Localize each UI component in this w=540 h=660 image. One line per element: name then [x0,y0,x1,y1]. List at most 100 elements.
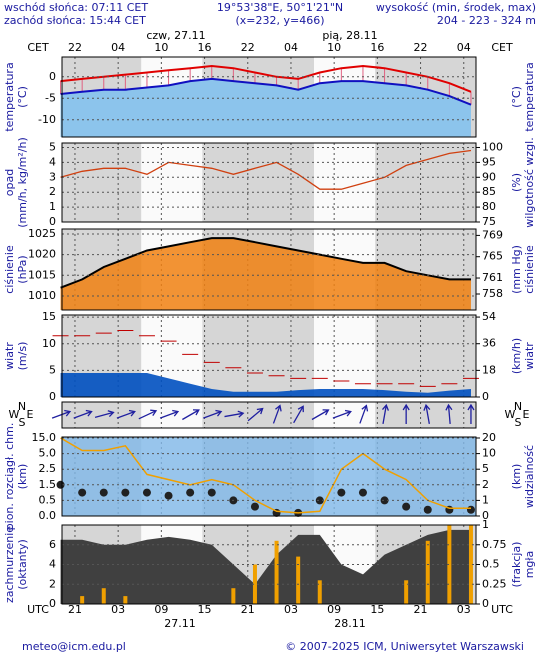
y-tick-label: 5 [49,363,56,376]
y2-tick-label: 90 [482,170,496,183]
wind-arrow [445,403,453,425]
compass: N [514,400,522,413]
email[interactable]: meteo@icm.edu.pl [22,640,126,653]
y2-axis-label: (frakcja) [510,542,523,588]
wind-arrow [159,409,180,419]
wind-arrow [94,410,115,418]
arrow-shaft [138,410,156,420]
y2-axis-label: (km/h) [510,338,523,374]
arrow-head [361,404,369,412]
arrow-head [445,403,453,411]
area [60,373,472,397]
y-tick-label: 2 [49,185,56,198]
y2-tick-label: 1 [482,493,489,506]
line [60,64,472,93]
y2-tick-label: 80 [482,200,496,213]
fog-bar [123,596,128,604]
y-axis-label: (km) [16,464,29,490]
y2-axis-label: mgła [523,551,536,579]
y2-axis-label: (%) [510,173,523,192]
y2-tick-label: 0.25 [482,577,507,590]
fog-bar [231,588,236,604]
x-tick-label: 15 [370,603,384,616]
y2-tick-label: 765 [482,250,503,263]
panel [60,56,477,138]
daylight [141,143,203,222]
y2-tick-label: 0 [482,597,489,610]
y-tick-label: 6 [49,538,56,551]
cloud-base [315,496,324,505]
arrow-head [381,403,389,411]
x2-tick-label: 04 [111,41,125,54]
area [60,78,472,137]
arrow-head [467,403,475,411]
y2-axis-label: temperatura [523,62,536,131]
cloud-base [56,480,65,489]
arrow-shaft [94,412,113,418]
fog-bar [447,525,452,604]
y2-tick-label: 54 [482,310,496,323]
fog-bar [296,556,301,604]
fog-bar [274,540,279,604]
cloud-base [250,502,259,511]
panel [56,436,480,517]
panel [60,524,480,605]
y-axis-label: (m/s) [16,342,29,371]
x-tick-label: 03 [457,603,471,616]
arrow-head [344,409,352,417]
cloud-base [402,502,411,511]
y2-tick-label: 20 [482,431,496,444]
y2-tick-label: 18 [482,363,496,376]
arrow-head [128,409,136,417]
compass: W [9,408,20,421]
wind-arrow [138,409,158,420]
y2-tick-label: 2 [482,478,489,491]
y-tick-label: 5 [49,140,56,153]
y-tick-label: -5 [45,91,56,104]
y-tick-label: 0.5 [39,493,57,506]
arrow-head [402,403,410,411]
y-tick-label: 0 [49,215,56,228]
area [60,238,472,310]
x2-tick-label: 16 [370,41,384,54]
cloud-base [466,505,475,514]
cloud-base [423,505,432,514]
panel [60,142,480,223]
y2-axis-label: wiatr [523,342,536,370]
y-tick-label: 4 [49,558,56,571]
y-tick-label: 15.0 [32,431,57,444]
panel-bg [61,142,477,223]
wind-arrow [381,403,389,424]
y-axis-label: (°C) [16,86,29,108]
height-title: wysokość (min, środek, max) [376,1,536,14]
y2-tick-label: 36 [482,337,496,350]
line [60,437,471,514]
y-tick-label: 1 [49,200,56,213]
wind-arrow [73,409,93,419]
x2-tick-label: 04 [457,41,471,54]
arrow-head [64,409,72,417]
panel [51,401,477,429]
fog-bar [252,564,257,604]
y-tick-label: 10 [42,337,56,350]
y2-tick-label: 75 [482,215,496,228]
y2-tick-label: 0.75 [482,538,507,551]
arrow-shaft [332,411,351,419]
y-axis-label: wiatr [3,342,16,370]
arrow-head [256,407,264,415]
bottom-zone: UTC [27,603,49,616]
panel [52,314,480,398]
y-tick-label: 4 [49,155,56,168]
y-tick-label: 0 [49,70,56,83]
cloud-base [142,488,151,497]
arrow-shaft [272,406,281,424]
panel-frame [61,401,477,429]
x-tick-label: 09 [327,603,341,616]
coords: 19°53'38"E, 50°1'21"N [217,1,343,14]
arrow-shaft [359,406,367,424]
y-tick-label: 1025 [28,227,56,240]
arrow-head [297,405,304,413]
y-tick-label: 1010 [28,289,56,302]
y2-axis-label: (°C) [510,86,523,108]
cloud-base [380,496,389,505]
